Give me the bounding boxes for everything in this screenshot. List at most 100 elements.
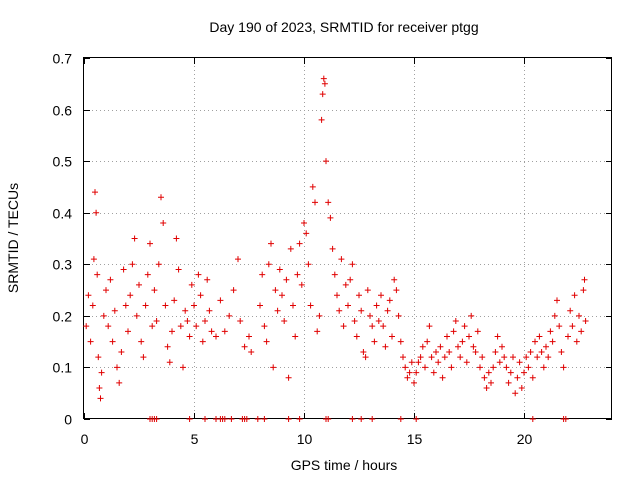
data-point (305, 261, 312, 268)
data-point (202, 416, 208, 422)
data-point (303, 230, 310, 237)
data-point (349, 416, 356, 422)
x-tick-label: 0 (81, 431, 89, 447)
data-point (243, 416, 250, 422)
data-point (565, 333, 571, 340)
data-point (261, 416, 268, 422)
y-tick-label: 0 (64, 412, 72, 428)
y-tick-label: 0.1 (53, 360, 73, 376)
data-point (105, 323, 112, 330)
data-point (175, 266, 182, 273)
data-point (523, 354, 530, 361)
chart-title: Day 190 of 2023, SRMTID for receiver ptg… (209, 19, 478, 35)
data-point (540, 364, 547, 371)
data-point (490, 364, 497, 371)
data-point (107, 276, 114, 283)
data-point (202, 318, 208, 325)
data-point (422, 364, 428, 371)
data-point (272, 287, 279, 294)
data-point (118, 348, 125, 355)
data-point (125, 328, 131, 335)
data-point (301, 220, 307, 227)
data-point (309, 183, 316, 190)
data-point (127, 292, 134, 299)
data-point (393, 287, 400, 294)
data-point (428, 354, 435, 361)
data-point (103, 287, 109, 294)
data-point (186, 333, 193, 340)
data-point (558, 348, 565, 355)
data-point (389, 333, 395, 340)
data-point (314, 328, 321, 335)
data-point (151, 287, 158, 294)
data-point (153, 416, 160, 422)
data-point (382, 343, 389, 350)
data-point (554, 297, 560, 304)
data-point (369, 416, 376, 422)
data-point (263, 338, 270, 345)
data-point (549, 338, 556, 345)
data-point (397, 416, 404, 422)
y-tick-label: 0.4 (53, 206, 73, 222)
data-point (547, 328, 554, 335)
data-point (97, 395, 104, 402)
data-point (556, 323, 563, 330)
data-point (235, 256, 241, 263)
data-point (452, 318, 459, 325)
data-point (213, 333, 219, 340)
data-point (384, 307, 391, 314)
data-point (279, 292, 285, 299)
y-tick-label: 0.6 (53, 103, 73, 119)
data-point (166, 359, 173, 366)
data-point (358, 416, 365, 422)
y-tick-label: 0.5 (53, 154, 73, 170)
data-point (406, 369, 413, 376)
data-point (248, 348, 255, 355)
data-point (111, 307, 118, 314)
data-point (294, 271, 301, 278)
data-point (424, 338, 431, 345)
data-point (367, 312, 373, 319)
data-point (492, 348, 499, 355)
data-point (129, 261, 136, 268)
data-point (512, 390, 519, 397)
data-point (404, 374, 411, 381)
data-point (312, 199, 318, 206)
data-point (283, 276, 290, 283)
data-point (180, 364, 186, 371)
axis-ticks: 0 0.1 0.2 0.3 0.4 0.5 0.6 0.7 0 5 10 15 20 (53, 51, 612, 447)
data-point (468, 312, 475, 319)
grid-lines (84, 58, 612, 419)
data-point (160, 220, 167, 227)
data-point (197, 292, 204, 299)
data-point (296, 240, 303, 247)
data-point (96, 385, 103, 392)
x-tick-label: 5 (191, 431, 199, 447)
data-point (538, 348, 545, 355)
y-tick-label: 0.7 (53, 51, 73, 67)
data-point (582, 318, 589, 325)
data-point (89, 302, 96, 309)
data-point (349, 261, 356, 268)
data-point (296, 416, 303, 422)
data-point (439, 374, 446, 381)
data-point (285, 416, 292, 422)
data-point (529, 374, 536, 381)
data-point (483, 385, 490, 392)
data-point (144, 271, 151, 278)
data-point (316, 312, 323, 319)
data-point (501, 354, 508, 361)
data-point (419, 343, 426, 350)
data-point (470, 343, 477, 350)
data-point (457, 354, 464, 361)
data-point (155, 261, 162, 268)
data-point (142, 302, 149, 309)
data-point (217, 297, 224, 304)
data-point (325, 199, 332, 206)
data-point (430, 369, 437, 376)
data-point (360, 348, 367, 355)
data-point (408, 359, 415, 366)
data-point (100, 312, 107, 319)
data-point (94, 271, 101, 278)
data-point (298, 281, 305, 288)
